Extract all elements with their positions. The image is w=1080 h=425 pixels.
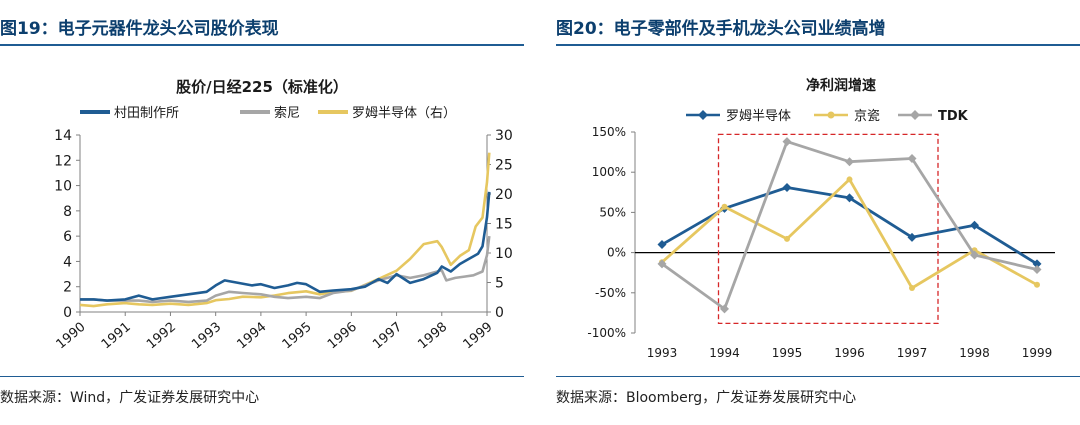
x-tick-label: 1995 [280,320,315,353]
data-point [782,182,792,192]
y-tick-label-right: 25 [495,158,513,174]
left-source-rule [0,376,524,377]
data-point [909,284,915,291]
x-tick-label: 1992 [144,320,179,353]
data-point [846,176,853,183]
x-tick-label: 1998 [959,346,990,360]
y-tick-label-right: 10 [495,246,513,262]
y-tick-label-left: 8 [63,204,72,220]
legend-marker [698,110,708,120]
x-tick-label: 1999 [1022,346,1053,360]
chart-title: 净利润增速 [806,77,876,94]
highlight-box [717,133,939,325]
series-line [80,235,491,304]
y-tick-label-left: 4 [63,254,72,270]
chart-title: 股价/日经225（标准化） [176,78,348,96]
data-point [845,193,854,203]
left-source-note: 数据来源：Wind，广发证券发展研究中心 [0,390,260,406]
data-point [657,240,667,250]
x-tick-label: 1999 [461,320,496,353]
legend-label: 索尼 [274,106,300,121]
y-tick-label-right: 30 [495,128,513,144]
legend-marker [910,110,920,120]
x-tick-label: 1993 [189,320,224,353]
x-tick-label: 1997 [370,320,405,353]
right-figure-title: 图20：电子零部件及手机龙头公司业绩高增 [556,19,886,39]
x-tick-label: 1997 [897,346,928,360]
data-point [845,157,854,167]
right-source-rule [556,376,1080,377]
left-title-rule [0,44,524,46]
data-point [721,203,728,210]
right-title-rule [556,44,1080,46]
data-point [1032,259,1042,269]
data-point [720,304,729,314]
x-tick-label: 1994 [709,346,740,360]
legend-label: 京瓷 [854,109,880,124]
y-tick-label: -50% [595,286,626,300]
data-point [970,250,979,260]
legend-label: 罗姆半导体 [726,109,791,124]
y-tick-label: 0% [607,246,626,260]
x-tick-label: 1990 [54,320,89,353]
y-tick-label-right: 5 [495,276,504,292]
x-tick-label: 1991 [99,320,134,353]
y-tick-label: 100% [592,165,626,179]
y-tick-label-right: 0 [495,305,504,321]
x-tick-label: 1998 [415,320,450,353]
series-line [80,191,491,302]
legend-marker [827,111,835,119]
data-point [657,259,667,269]
data-point [907,154,917,164]
x-tick-label: 1996 [325,320,360,353]
right-source-note: 数据来源：Bloomberg，广发证券发展研究中心 [556,390,857,406]
y-tick-label-left: 12 [54,153,72,169]
legend-label: 村田制作所 [114,106,179,121]
stock-price-chart: 股价/日经225（标准化） 村田制作所 索尼 罗姆半导体（右） 0 2 4 6 8 10 12 14 0… [54,78,513,353]
x-tick-label: 1996 [834,346,865,360]
data-point [907,232,917,242]
data-point [782,137,792,147]
y-tick-label-right: 15 [495,217,513,233]
left-figure-panel: 图19：电子元器件龙头公司股价表现 股价/日经225（标准化） 村田制作所 索尼 罗姆… [0,0,524,425]
y-tick-label: -100% [587,326,626,340]
series-line [79,152,491,308]
y-tick-label-right: 20 [495,187,513,203]
x-tick-label: 1995 [772,346,803,360]
data-point [784,235,790,242]
x-tick-label: 1993 [647,346,678,360]
data-point [970,220,979,230]
y-tick-label-left: 6 [63,229,72,245]
y-tick-label: 50% [599,205,626,219]
x-tick-label: 1994 [234,320,269,353]
data-point [1034,281,1040,288]
y-tick-label-left: 2 [63,280,72,296]
legend-label: TDK [938,109,969,124]
left-figure-title: 图19：电子元器件龙头公司股价表现 [0,19,279,39]
y-tick-label-left: 10 [54,179,72,195]
legend-label: 罗姆半导体（右） [352,106,456,121]
data-point [1032,264,1042,274]
y-tick-label-left: 14 [54,128,72,144]
y-tick-label-left: 0 [63,305,72,321]
y-tick-label: 150% [592,125,626,139]
right-figure-panel: 图20：电子零部件及手机龙头公司业绩高增 净利润增速 罗姆半导体 京瓷 TDK -100… [556,0,1080,425]
